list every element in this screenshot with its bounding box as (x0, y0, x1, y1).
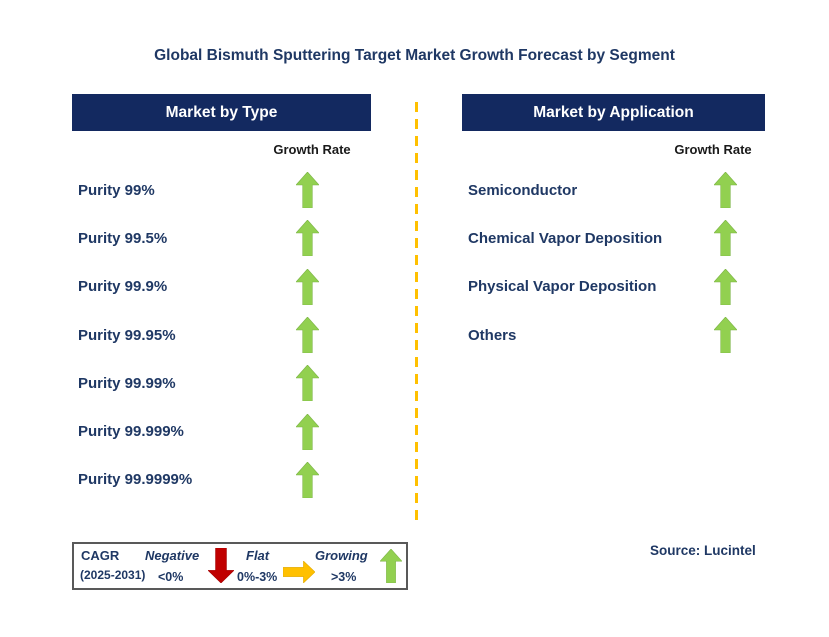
segment-label: Others (468, 326, 517, 344)
growth-arrow (296, 220, 319, 257)
segment-row: Purity 99.999% (72, 407, 371, 455)
growth-arrow (296, 317, 319, 354)
segment-row: Purity 99% (72, 166, 371, 214)
market-by-application-header-label: Market by Application (533, 103, 694, 121)
segment-label: Physical Vapor Deposition (468, 278, 657, 296)
segment-label: Chemical Vapor Deposition (468, 229, 663, 247)
legend-negative-arrow (208, 548, 234, 583)
segment-row: Purity 99.99% (72, 359, 371, 407)
growth-rate-label-type: Growth Rate (273, 142, 351, 157)
legend-flat-range: 0%-3% (237, 570, 278, 584)
legend-growing-arrow (380, 549, 402, 583)
growth-up-arrow-icon (296, 365, 319, 402)
segment-label: Purity 99.95% (78, 326, 176, 344)
growth-up-arrow-icon (296, 172, 319, 209)
segment-label: Semiconductor (468, 181, 578, 199)
segment-row: Purity 99.9999% (72, 456, 371, 504)
growth-up-arrow-icon (714, 220, 737, 257)
cagr-period: (2025-2031) (80, 568, 146, 582)
segment-row: Others (462, 311, 765, 359)
segment-list-application: Semiconductor Chemical Vapor Deposition … (462, 166, 765, 359)
segment-row: Purity 99.5% (72, 214, 371, 262)
segment-row: Semiconductor (462, 166, 765, 214)
legend-negative-label: Negative (145, 548, 200, 563)
segment-label: Purity 99.99% (78, 374, 176, 392)
growth-arrow (714, 317, 737, 354)
segment-row: Chemical Vapor Deposition (462, 214, 765, 262)
segment-label: Purity 99.999% (78, 423, 184, 441)
chart-title: Global Bismuth Sputtering Target Market … (154, 47, 675, 64)
legend-flat-label: Flat (246, 548, 270, 563)
negative-down-arrow-icon (208, 548, 234, 583)
growth-arrow (296, 268, 319, 305)
legend-growing-range: >3% (331, 570, 357, 584)
growth-arrow (296, 172, 319, 209)
source-label: Source: Lucintel (650, 543, 756, 558)
market-by-application-header: Market by Application (462, 94, 765, 131)
growth-up-arrow-icon (714, 172, 737, 209)
legend-growing-label: Growing (315, 548, 368, 563)
segment-label: Purity 99% (78, 181, 155, 199)
column-divider-dashed-line (415, 102, 418, 520)
growth-arrow (296, 365, 319, 402)
segment-label: Purity 99.9999% (78, 471, 193, 489)
legend-flat-arrow (283, 561, 315, 583)
growth-up-arrow-icon (296, 461, 319, 498)
growth-up-arrow-icon (296, 317, 319, 354)
segment-row: Physical Vapor Deposition (462, 263, 765, 311)
cagr-legend: CAGR (2025-2031) Negative <0% Flat 0%-3%… (72, 542, 408, 590)
cagr-label: CAGR (81, 548, 120, 563)
legend-negative-range: <0% (158, 570, 184, 584)
market-by-type-header: Market by Type (72, 94, 371, 131)
growth-arrow (296, 461, 319, 498)
segment-row: Purity 99.9% (72, 263, 371, 311)
growth-arrow (714, 268, 737, 305)
segment-label: Purity 99.9% (78, 278, 168, 296)
growth-up-arrow-icon (296, 220, 319, 257)
segment-row: Purity 99.95% (72, 311, 371, 359)
growth-up-arrow-icon (296, 413, 319, 450)
growth-rate-label-application: Growth Rate (674, 142, 752, 157)
growth-up-arrow-icon (714, 268, 737, 305)
growth-arrow (296, 413, 319, 450)
flat-right-arrow-icon (283, 561, 315, 583)
growth-up-arrow-icon (714, 317, 737, 354)
growth-arrow (714, 220, 737, 257)
growth-up-arrow-icon (380, 549, 402, 583)
segment-list-type: Purity 99% Purity 99.5% Purity 99.9% Pur… (72, 166, 371, 504)
market-by-type-header-label: Market by Type (165, 103, 278, 121)
growth-arrow (714, 172, 737, 209)
growth-up-arrow-icon (296, 268, 319, 305)
segment-label: Purity 99.5% (78, 229, 168, 247)
